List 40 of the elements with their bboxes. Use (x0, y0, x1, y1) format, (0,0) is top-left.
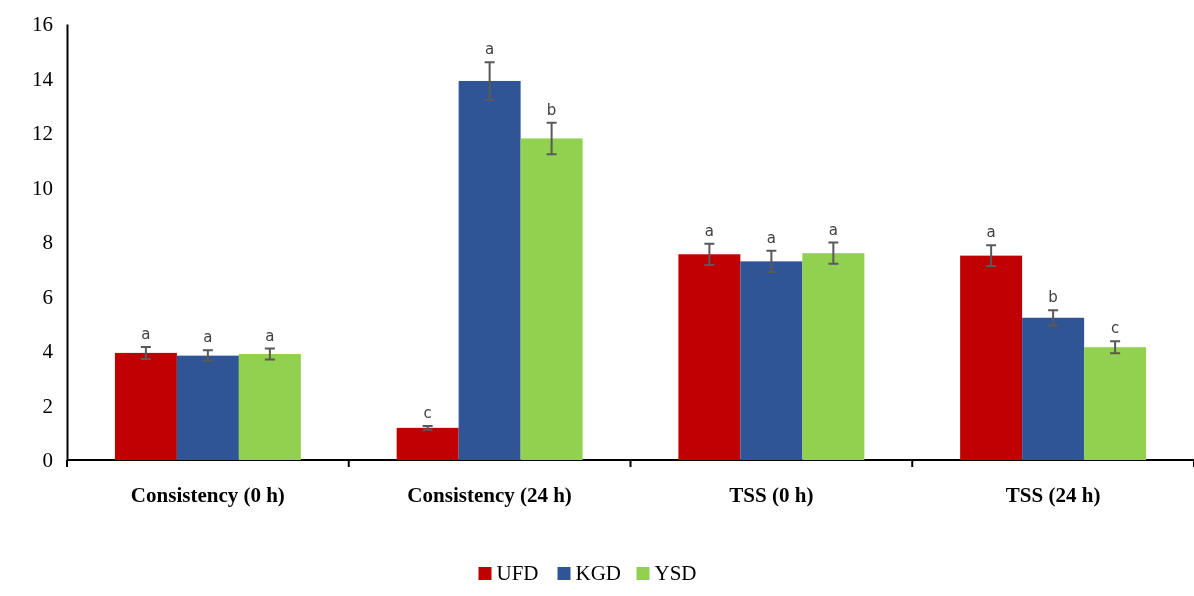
bar (458, 80, 521, 460)
y-tick-label: 10 (32, 175, 53, 200)
annotation: c (1110, 319, 1120, 338)
bar (1022, 317, 1085, 460)
annotation: a (986, 223, 996, 242)
y-tick-label: 14 (32, 66, 54, 91)
annotation: a (766, 228, 776, 247)
x-tick-label: TSS (0 h) (729, 483, 814, 507)
bar (1084, 347, 1147, 460)
bar (960, 255, 1023, 460)
bar (678, 254, 741, 460)
y-tick-label: 2 (42, 393, 53, 418)
bar (396, 427, 459, 460)
y-tick-label: 16 (32, 12, 53, 37)
annotation: a (485, 40, 495, 59)
y-tick-label: 8 (42, 230, 53, 255)
annotation: b (546, 100, 557, 119)
annotation: c (423, 403, 432, 422)
bar (802, 253, 865, 460)
annotation: a (141, 324, 151, 343)
bar (520, 138, 583, 460)
y-tick-label: 12 (32, 121, 53, 146)
legend-label: YSD (654, 561, 697, 585)
legend-label: KGD (575, 561, 621, 585)
x-tick-label: TSS (24 h) (1005, 483, 1101, 507)
bar (238, 354, 301, 460)
annotation: b (1048, 288, 1058, 307)
annotation: a (828, 220, 838, 239)
x-tick-label: Consistency (24 h) (407, 483, 572, 507)
annotation: a (203, 328, 213, 347)
bar (740, 261, 803, 460)
y-tick-label: 0 (42, 448, 53, 473)
y-tick-label: 4 (42, 339, 54, 364)
x-tick-label: Consistency (0 h) (130, 483, 285, 507)
annotation: a (265, 326, 275, 345)
legend-label: UFD (496, 561, 539, 585)
y-tick-label: 6 (42, 284, 53, 309)
bar (114, 352, 177, 460)
annotation: a (704, 221, 714, 240)
bar (176, 355, 239, 460)
